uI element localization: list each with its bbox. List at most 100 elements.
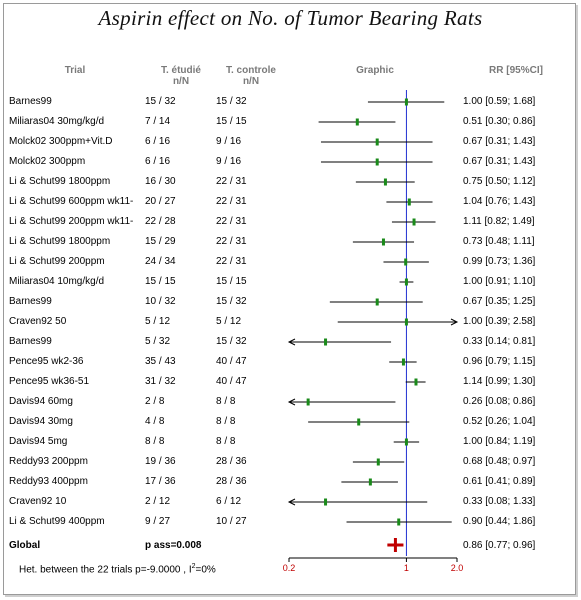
rr-ci-text: 0.96 [0.79; 1.15] (463, 356, 536, 367)
treated-count: 24 / 34 (145, 256, 176, 267)
rr-ci-text: 1.14 [0.99; 1.30] (463, 376, 536, 387)
point-estimate (404, 438, 408, 446)
treated-count: 19 / 36 (145, 456, 176, 467)
treated-count: 8 / 8 (145, 436, 165, 447)
treated-count: 5 / 32 (145, 336, 171, 347)
control-count: 40 / 47 (216, 376, 247, 387)
rr-ci-text: 0.67 [0.31; 1.43] (463, 136, 536, 147)
point-estimate (306, 398, 310, 406)
x-axis-tick-label: 1 (404, 563, 409, 573)
point-estimate (381, 238, 385, 246)
trial-name: Li & Schut99 1800ppm (9, 176, 111, 187)
ci-arrow-left (287, 498, 296, 506)
trial-name: Craven92 10 (9, 496, 67, 507)
heterogeneity-sup: 2 (191, 563, 196, 570)
point-estimate (375, 298, 379, 306)
treated-count: 16 / 30 (145, 176, 176, 187)
trial-name: Davis94 5mg (9, 436, 68, 447)
rr-ci-text: 0.52 [0.26; 1.04] (463, 416, 536, 427)
treated-count: 2 / 12 (145, 496, 171, 507)
header-treated-label: T. étudié (160, 65, 201, 76)
treated-count: 9 / 27 (145, 516, 171, 527)
control-count: 6 / 12 (216, 496, 242, 507)
rr-ci-text: 0.73 [0.48; 1.11] (463, 236, 535, 247)
point-estimate (375, 138, 379, 146)
trial-name: Craven92 50 (9, 316, 67, 327)
treated-count: 4 / 8 (145, 416, 165, 427)
rr-ci-text: 0.67 [0.31; 1.43] (463, 156, 536, 167)
trial-name: Li & Schut99 400ppm (9, 516, 105, 527)
trial-name: Molck02 300ppm (9, 156, 86, 167)
global-p-value: p ass=0.008 (145, 540, 202, 551)
point-estimate (324, 338, 328, 346)
control-count: 15 / 15 (216, 116, 247, 127)
header-control: T. controle n/N (216, 65, 286, 87)
treated-count: 20 / 27 (145, 196, 176, 207)
point-estimate (368, 478, 372, 486)
heterogeneity-note: Het. between the 22 trials p=-9.0000 , I… (19, 563, 216, 575)
control-count: 28 / 36 (216, 476, 247, 487)
control-count: 22 / 31 (216, 196, 247, 207)
rr-ci-text: 0.33 [0.08; 1.33] (463, 496, 536, 507)
control-count: 5 / 12 (216, 316, 242, 327)
point-estimate (412, 218, 416, 226)
trial-name: Li & Schut99 1800ppm (9, 236, 111, 247)
treated-count: 2 / 8 (145, 396, 165, 407)
treated-count: 5 / 12 (145, 316, 171, 327)
heterogeneity-suffix: =0% (195, 564, 216, 576)
chart-frame (3, 3, 576, 595)
point-estimate (404, 278, 408, 286)
control-count: 8 / 8 (216, 416, 236, 427)
header-control-label: T. controle (225, 65, 276, 76)
ci-arrow-left (287, 398, 296, 406)
ci-arrow-right (450, 318, 459, 326)
header-rr: RR [95%CI] (489, 65, 543, 76)
rr-ci-text: 0.75 [0.50; 1.12] (463, 176, 536, 187)
rr-ci-text: 0.68 [0.48; 0.97] (463, 456, 536, 467)
trial-name: Davis94 60mg (9, 396, 73, 407)
control-count: 8 / 8 (216, 436, 236, 447)
point-estimate (375, 158, 379, 166)
ci-arrow-left (287, 338, 296, 346)
trial-name: Reddy93 200ppm (9, 456, 88, 467)
treated-count: 22 / 28 (145, 216, 176, 227)
treated-count: 15 / 15 (145, 276, 176, 287)
point-estimate (376, 458, 380, 466)
trial-name: Miliaras04 10mg/kg/d (9, 276, 105, 287)
trial-name: Li & Schut99 200ppm wk11- (9, 216, 134, 227)
point-estimate (397, 518, 401, 526)
trial-name: Li & Schut99 600ppm wk11- (9, 196, 134, 207)
control-count: 15 / 15 (216, 276, 247, 287)
point-estimate (401, 358, 405, 366)
rr-ci-text: 0.26 [0.08; 0.86] (463, 396, 536, 407)
rr-ci-text: 1.00 [0.84; 1.19] (463, 436, 536, 447)
rr-ci-text: 1.04 [0.76; 1.43] (463, 196, 536, 207)
global-rr-text: 0.86 [0.77; 0.96] (463, 540, 536, 551)
control-count: 22 / 31 (216, 256, 247, 267)
control-count: 8 / 8 (216, 396, 236, 407)
control-count: 15 / 32 (216, 336, 247, 347)
control-count: 22 / 31 (216, 176, 247, 187)
control-count: 22 / 31 (216, 216, 247, 227)
point-estimate (407, 198, 411, 206)
trial-name: Barnes99 (9, 96, 52, 107)
treated-count: 35 / 43 (145, 356, 176, 367)
rr-ci-text: 1.00 [0.91; 1.10] (463, 276, 536, 287)
treated-count: 6 / 16 (145, 156, 171, 167)
heterogeneity-text: Het. between the 22 trials p=-9.0000 , I (19, 564, 192, 576)
trial-name: Reddy93 400ppm (9, 476, 88, 487)
trial-name: Davis94 30mg (9, 416, 73, 427)
control-count: 15 / 32 (216, 296, 247, 307)
header-trial: Trial (64, 65, 86, 76)
control-count: 9 / 16 (216, 136, 242, 147)
point-estimate (324, 498, 328, 506)
header-treated: T. étudié n/N (150, 65, 212, 87)
control-count: 10 / 27 (216, 516, 247, 527)
control-count: 15 / 32 (216, 96, 247, 107)
trial-name: Molck02 300ppm+Vit.D (9, 136, 113, 147)
header-treated-sub: n/N (172, 76, 190, 87)
treated-count: 15 / 32 (145, 96, 176, 107)
treated-count: 15 / 29 (145, 236, 176, 247)
rr-ci-text: 1.00 [0.39; 2.58] (463, 316, 536, 327)
treated-count: 17 / 36 (145, 476, 176, 487)
